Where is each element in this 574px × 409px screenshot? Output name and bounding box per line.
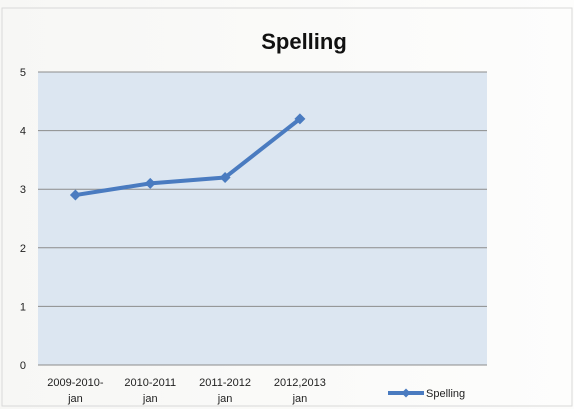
y-tick-label: 0 (20, 360, 26, 372)
x-axis-ticks: 2009-2010- jan 2010-2011 jan 2011-2012 jan 201… (47, 377, 326, 405)
data-point-marker (219, 171, 231, 183)
x-tick-label: jan (142, 393, 158, 405)
data-point-marker (144, 177, 156, 189)
y-tick-label: 3 (20, 184, 26, 196)
x-tick-label: jan (292, 393, 308, 405)
x-tick-label: 2010-2011 (124, 377, 176, 389)
series-line (73, 116, 302, 198)
legend-swatch-marker (401, 388, 411, 398)
series-spelling (69, 113, 306, 201)
x-tick-label: 2011-2012 (199, 377, 251, 389)
x-tick-label: jan (67, 393, 83, 405)
y-tick-label: 5 (20, 67, 26, 79)
plot-area (38, 72, 487, 365)
x-tick-label: 2009-2010- (47, 377, 104, 389)
legend: Spelling (388, 388, 465, 400)
legend-label: Spelling (426, 388, 465, 400)
y-tick-label: 4 (20, 126, 26, 138)
data-point-marker (294, 113, 306, 125)
y-axis-ticks: 0 1 2 3 4 5 (20, 67, 26, 372)
gridlines (38, 71, 487, 366)
chart-outer-border (1, 7, 573, 407)
chart-title: Spelling (261, 29, 347, 54)
y-tick-label: 1 (20, 301, 26, 313)
x-tick-label: jan (217, 393, 233, 405)
x-tick-label: 2012,2013 (274, 377, 326, 389)
data-point-marker (69, 189, 81, 201)
y-tick-label: 2 (20, 243, 26, 255)
